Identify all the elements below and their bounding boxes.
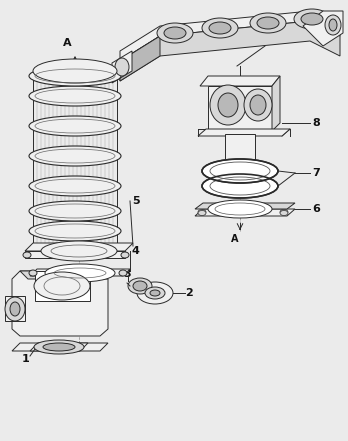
Text: 4: 4	[132, 246, 140, 256]
Ellipse shape	[198, 210, 206, 216]
Polygon shape	[12, 271, 108, 336]
Text: 5: 5	[132, 196, 140, 206]
Polygon shape	[120, 21, 340, 81]
Text: 3: 3	[123, 269, 131, 279]
Ellipse shape	[33, 59, 117, 83]
Ellipse shape	[128, 278, 152, 294]
Text: 6: 6	[312, 204, 320, 214]
Ellipse shape	[210, 85, 246, 125]
Ellipse shape	[23, 252, 31, 258]
Polygon shape	[303, 11, 343, 46]
Ellipse shape	[34, 340, 84, 354]
Ellipse shape	[280, 209, 288, 214]
Ellipse shape	[208, 200, 272, 218]
Ellipse shape	[244, 89, 272, 121]
Polygon shape	[12, 343, 108, 351]
Ellipse shape	[119, 270, 127, 276]
Ellipse shape	[29, 270, 37, 276]
Ellipse shape	[41, 241, 117, 261]
Text: A: A	[231, 234, 239, 244]
Ellipse shape	[29, 176, 121, 196]
Ellipse shape	[5, 297, 25, 321]
Ellipse shape	[29, 86, 121, 106]
Polygon shape	[5, 296, 25, 321]
Ellipse shape	[45, 264, 115, 282]
Polygon shape	[25, 243, 133, 251]
Polygon shape	[208, 86, 272, 131]
Ellipse shape	[29, 116, 121, 136]
Ellipse shape	[10, 302, 20, 316]
Ellipse shape	[325, 15, 341, 35]
Polygon shape	[225, 134, 255, 159]
Polygon shape	[112, 51, 132, 83]
Polygon shape	[30, 269, 130, 276]
Polygon shape	[198, 129, 290, 136]
Ellipse shape	[137, 282, 173, 304]
Text: 2: 2	[185, 288, 193, 298]
Text: 8: 8	[312, 118, 320, 128]
Polygon shape	[25, 251, 125, 258]
Ellipse shape	[29, 201, 121, 221]
Polygon shape	[35, 271, 90, 301]
Ellipse shape	[329, 19, 337, 31]
Ellipse shape	[133, 281, 147, 291]
Text: 7: 7	[312, 168, 320, 178]
Ellipse shape	[29, 66, 121, 86]
Ellipse shape	[43, 343, 75, 351]
Ellipse shape	[218, 93, 238, 117]
Polygon shape	[120, 11, 340, 61]
Polygon shape	[120, 36, 160, 81]
Text: 1: 1	[22, 354, 30, 364]
Ellipse shape	[115, 58, 129, 76]
Polygon shape	[272, 76, 280, 131]
Polygon shape	[30, 343, 88, 351]
Ellipse shape	[145, 287, 165, 299]
Ellipse shape	[202, 159, 278, 183]
Ellipse shape	[121, 252, 129, 258]
Ellipse shape	[29, 221, 121, 241]
Text: A: A	[63, 38, 72, 48]
Ellipse shape	[150, 290, 160, 296]
Ellipse shape	[29, 146, 121, 166]
Ellipse shape	[202, 18, 238, 38]
Polygon shape	[195, 203, 295, 209]
Ellipse shape	[301, 13, 323, 25]
Polygon shape	[195, 209, 295, 216]
Ellipse shape	[250, 13, 286, 33]
Ellipse shape	[250, 95, 266, 115]
Polygon shape	[200, 76, 280, 86]
Ellipse shape	[34, 272, 90, 300]
Ellipse shape	[294, 9, 330, 29]
Ellipse shape	[164, 27, 186, 39]
Ellipse shape	[280, 210, 288, 216]
Ellipse shape	[202, 174, 278, 198]
Ellipse shape	[209, 22, 231, 34]
Ellipse shape	[198, 209, 206, 214]
Polygon shape	[20, 271, 108, 279]
Ellipse shape	[257, 17, 279, 29]
Ellipse shape	[157, 23, 193, 43]
